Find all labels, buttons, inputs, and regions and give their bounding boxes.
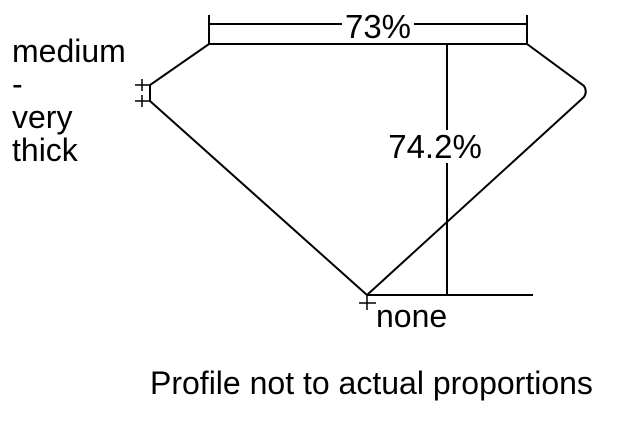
girdle-tick-markers: [135, 79, 150, 107]
caption-text: Profile not to actual proportions: [150, 365, 593, 401]
girdle-thickness-label: medium - very thick: [12, 33, 126, 168]
depth-percentage-label: 74.2%: [385, 130, 485, 163]
diamond-profile-outline: [149, 43, 587, 297]
culet-tick-marker: [359, 296, 376, 310]
table-percentage-label: 73%: [341, 10, 415, 43]
culet-label: none: [376, 298, 448, 334]
